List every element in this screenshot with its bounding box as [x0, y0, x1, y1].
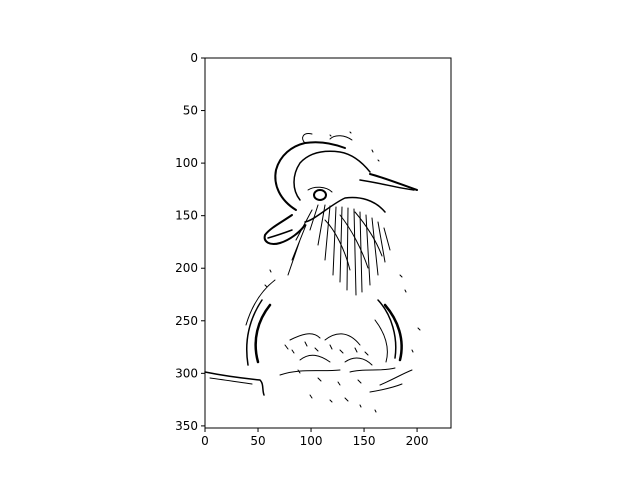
axes-frame: [204, 57, 452, 429]
x-tick-label: 0: [201, 434, 209, 448]
y-tick-label: 350: [175, 419, 198, 433]
y-tick-label: 0: [190, 51, 198, 65]
y-tick-label: 300: [175, 366, 198, 380]
x-tick-label: 50: [250, 434, 265, 448]
image-canvas: [205, 58, 451, 428]
x-tick-label: 100: [300, 434, 323, 448]
x-axis: 0 50 100 150 200: [201, 428, 429, 448]
x-tick-label: 200: [406, 434, 429, 448]
y-tick-label: 50: [183, 104, 198, 118]
y-axis: 0 50 100 150 200 250 300 350: [175, 51, 205, 433]
y-tick-label: 150: [175, 209, 198, 223]
y-tick-label: 200: [175, 261, 198, 275]
y-tick-label: 250: [175, 314, 198, 328]
y-tick-label: 100: [175, 156, 198, 170]
plot-area: [204, 57, 452, 429]
edge-image: [204, 131, 421, 413]
x-tick-label: 150: [353, 434, 376, 448]
